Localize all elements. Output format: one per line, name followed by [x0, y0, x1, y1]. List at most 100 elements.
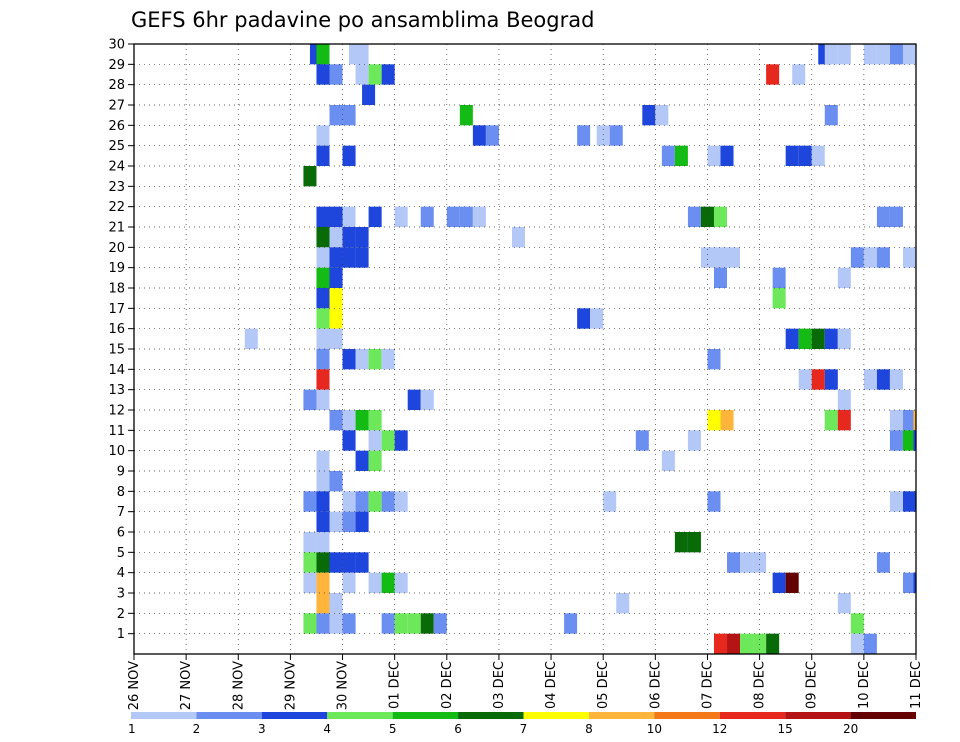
heatmap-cell	[837, 328, 851, 349]
heatmap-cell	[316, 288, 330, 309]
heatmap-cell	[316, 227, 330, 248]
heatmap-cells	[244, 44, 916, 654]
heatmap-cell	[368, 572, 382, 593]
heatmap-cell	[342, 613, 356, 634]
y-tick-label: 10	[108, 444, 125, 459]
x-tick-label: 26 NOV	[127, 661, 142, 710]
colorbar-swatch	[131, 712, 197, 719]
heatmap-cell	[902, 491, 916, 512]
colorbar-swatch	[654, 712, 720, 719]
heatmap-cell	[329, 511, 343, 532]
heatmap-cell	[394, 430, 408, 451]
heatmap-cell	[342, 491, 356, 512]
heatmap-cell	[863, 369, 877, 390]
y-tick-label: 12	[108, 404, 125, 419]
heatmap-cell	[459, 105, 473, 126]
heatmap-cell	[876, 247, 890, 268]
x-tick-label: 08 DEC	[753, 661, 768, 709]
heatmap-cell	[329, 328, 343, 349]
heatmap-cell	[913, 410, 916, 431]
y-tick-label: 26	[108, 119, 125, 134]
heatmap-cell	[590, 308, 604, 329]
heatmap-cell	[316, 267, 330, 288]
heatmap-cell	[244, 328, 258, 349]
heatmap-cell	[727, 633, 741, 654]
heatmap-cell	[342, 105, 356, 126]
heatmap-cell	[394, 206, 408, 227]
y-tick-label: 11	[108, 424, 125, 439]
colorbar-swatch	[327, 712, 393, 719]
colorbar-swatch	[850, 712, 916, 719]
x-tick-label: 28 NOV	[231, 661, 246, 710]
heatmap-cell	[727, 247, 741, 268]
x-tick-label: 30 NOV	[336, 661, 351, 710]
heatmap-cell	[902, 572, 916, 593]
heatmap-cell	[798, 369, 812, 390]
heatmap-cell	[577, 308, 591, 329]
heatmap-cell	[876, 206, 890, 227]
heatmap-cell	[577, 125, 591, 146]
heatmap-cell	[329, 247, 343, 268]
heatmap-cell	[713, 633, 728, 654]
heatmap-cell	[316, 44, 330, 65]
heatmap-cell	[303, 491, 317, 512]
y-tick-label: 16	[108, 322, 125, 337]
heatmap-cell	[368, 349, 382, 370]
heatmap-cell	[772, 267, 786, 288]
heatmap-cell	[713, 267, 728, 288]
heatmap-cell	[707, 145, 721, 166]
heatmap-cell	[368, 450, 382, 471]
y-tick-label: 29	[108, 58, 125, 73]
x-tick-label: 29 NOV	[283, 661, 298, 710]
colorbar-label: 1	[128, 722, 136, 736]
x-tick-label: 27 NOV	[179, 661, 194, 710]
heatmap-cell	[824, 44, 838, 65]
heatmap-cell	[316, 145, 330, 166]
heatmap-cell	[316, 572, 330, 593]
heatmap-cell	[727, 552, 741, 573]
y-tick-label: 8	[117, 485, 125, 500]
y-tick-label: 3	[117, 587, 125, 602]
heatmap-cell	[329, 613, 343, 634]
heatmap-cell	[837, 389, 851, 410]
heatmap-cell	[889, 491, 903, 512]
heatmap-cell	[342, 572, 356, 593]
heatmap-cell	[564, 613, 578, 634]
heatmap-cell	[420, 613, 434, 634]
heatmap-cell	[863, 247, 877, 268]
colorbar-label: 15	[778, 722, 793, 736]
heatmap-cell	[342, 349, 356, 370]
colorbar-label: 8	[585, 722, 593, 736]
heatmap-cell	[316, 328, 330, 349]
y-tick-label: 18	[108, 282, 125, 297]
heatmap-cell	[316, 247, 330, 268]
heatmap-cell	[355, 349, 369, 370]
heatmap-cell	[596, 125, 610, 146]
heatmap-cell	[687, 430, 701, 451]
colorbar-swatch	[458, 712, 524, 719]
heatmap-cell	[837, 410, 851, 431]
heatmap-cell	[394, 572, 408, 593]
heatmap-cell	[889, 430, 903, 451]
heatmap-cell	[407, 389, 421, 410]
heatmap-cell	[342, 430, 356, 451]
y-tick-label: 25	[108, 139, 125, 154]
heatmap-cell	[811, 145, 825, 166]
heatmap-cell	[381, 491, 395, 512]
heatmap-cell	[355, 247, 369, 268]
heatmap-cell	[850, 613, 864, 634]
heatmap-cell	[368, 491, 382, 512]
heatmap-cell	[329, 471, 343, 492]
heatmap-cell	[811, 369, 825, 390]
x-tick-label: 01 DEC	[388, 661, 403, 709]
heatmap-cell	[674, 532, 688, 553]
heatmap-cell	[381, 430, 395, 451]
heatmap-cell	[902, 247, 916, 268]
heatmap-cell	[381, 572, 395, 593]
heatmap-cell	[342, 552, 356, 573]
heatmap-cell	[661, 145, 675, 166]
heatmap-cell	[687, 206, 701, 227]
chart-title: GEFS 6hr padavine po ansamblima Beograd	[131, 8, 594, 32]
heatmap-cell	[902, 44, 916, 65]
